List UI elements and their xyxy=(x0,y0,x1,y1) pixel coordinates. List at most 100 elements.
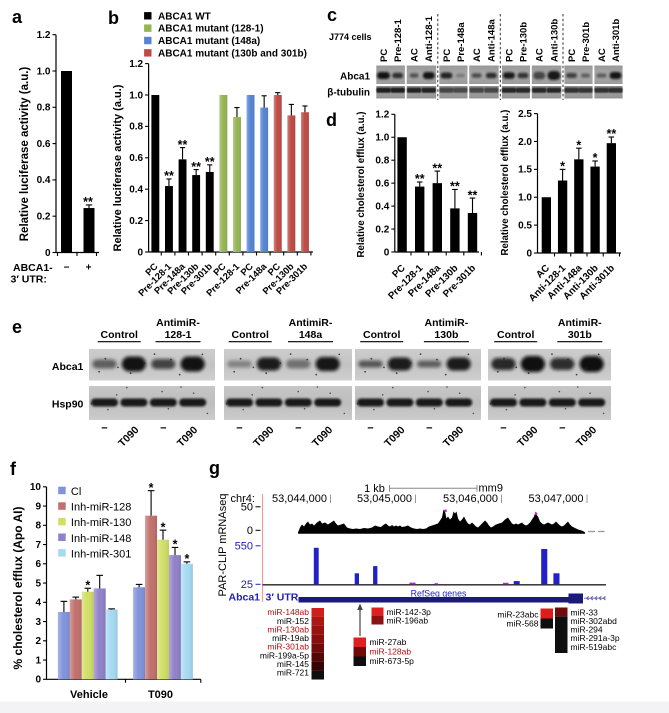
svg-text:PC: PC xyxy=(567,49,578,62)
svg-text:chr4:: chr4: xyxy=(231,493,255,505)
svg-text:0: 0 xyxy=(526,248,532,259)
svg-text:0.8: 0.8 xyxy=(37,103,51,114)
svg-text:1: 1 xyxy=(35,655,41,666)
svg-text:T090: T090 xyxy=(382,424,408,450)
svg-text:miR-152: miR-152 xyxy=(277,616,309,626)
svg-text:PC: PC xyxy=(504,49,515,62)
svg-text:3: 3 xyxy=(35,617,41,628)
svg-text:**: ** xyxy=(83,195,93,209)
svg-text:miR-291a-3p: miR-291a-3p xyxy=(571,633,620,643)
svg-text:T090: T090 xyxy=(148,689,173,701)
svg-text:*: * xyxy=(576,138,581,152)
svg-text:*: * xyxy=(173,538,178,552)
svg-text:T090: T090 xyxy=(175,424,201,450)
svg-text:β-tubulin: β-tubulin xyxy=(327,88,370,99)
svg-text:Pre-301b: Pre-301b xyxy=(581,22,592,62)
svg-text:−: − xyxy=(295,423,301,435)
svg-text:Relative luciferase activity (: Relative luciferase activity (a.u.) xyxy=(19,67,31,242)
svg-text:1.2: 1.2 xyxy=(375,110,389,121)
svg-text:2.5: 2.5 xyxy=(518,109,532,120)
svg-text:ABCA1 WT: ABCA1 WT xyxy=(158,11,211,22)
svg-text:−: − xyxy=(367,423,373,435)
svg-text:Hsp90: Hsp90 xyxy=(52,399,84,411)
svg-text:1.0: 1.0 xyxy=(37,66,51,77)
svg-text:1.0: 1.0 xyxy=(375,133,389,144)
svg-text:d: d xyxy=(326,110,337,130)
svg-text:Inh-miR-128: Inh-miR-128 xyxy=(71,502,132,514)
svg-text:**: ** xyxy=(606,127,616,141)
svg-text:AntimiR-: AntimiR- xyxy=(156,317,200,329)
svg-text:*: * xyxy=(149,481,154,495)
svg-text:miR-130ab: miR-130ab xyxy=(267,624,309,634)
svg-text:53,044,000: 53,044,000 xyxy=(272,493,327,505)
svg-text:Control: Control xyxy=(232,329,269,341)
svg-text:miR-148ab: miR-148ab xyxy=(267,607,309,617)
svg-text:0: 0 xyxy=(45,248,51,259)
svg-text:miR-27ab: miR-27ab xyxy=(370,637,407,647)
svg-text:**: ** xyxy=(450,180,460,194)
svg-text:5: 5 xyxy=(35,578,41,589)
svg-text:g: g xyxy=(209,458,220,478)
svg-text:miR-673-5p: miR-673-5p xyxy=(370,656,415,666)
svg-text:T090: T090 xyxy=(116,424,142,450)
svg-text:Anti-148a: Anti-148a xyxy=(487,19,498,62)
svg-text:0.8: 0.8 xyxy=(129,122,143,133)
svg-text:0.6: 0.6 xyxy=(37,139,51,150)
svg-text:T090: T090 xyxy=(441,424,467,450)
svg-text:**: ** xyxy=(205,155,215,169)
svg-text:**: ** xyxy=(164,169,174,183)
svg-text:50: 50 xyxy=(241,502,253,514)
svg-text:2.0: 2.0 xyxy=(518,137,532,148)
svg-text:0: 0 xyxy=(35,675,41,686)
svg-text:−: − xyxy=(236,423,242,435)
svg-text:301b: 301b xyxy=(568,329,592,341)
svg-text:AntimiR-: AntimiR- xyxy=(289,317,333,329)
svg-text:53,046,000: 53,046,000 xyxy=(443,493,498,505)
svg-text:ABCA1 mutant (130b and 301b): ABCA1 mutant (130b and 301b) xyxy=(158,48,307,59)
svg-text:**: ** xyxy=(468,188,478,202)
svg-text:0: 0 xyxy=(247,525,253,537)
svg-text:Inh-miR-301: Inh-miR-301 xyxy=(71,548,132,560)
svg-text:Relative cholesterol efflux (a: Relative cholesterol efflux (a.u.) xyxy=(500,110,511,256)
svg-text:Pre-130b: Pre-130b xyxy=(518,22,529,62)
svg-text:Anti-128-1: Anti-128-1 xyxy=(424,15,435,62)
svg-text:Inh-miR-130: Inh-miR-130 xyxy=(71,517,132,529)
svg-text:3′ UTR: 3′ UTR xyxy=(266,592,299,604)
svg-text:0.4: 0.4 xyxy=(129,185,143,196)
svg-text:10: 10 xyxy=(30,482,42,493)
svg-text:**: ** xyxy=(178,138,188,152)
svg-text:0.6: 0.6 xyxy=(375,178,389,189)
svg-text:miR-519abc: miR-519abc xyxy=(571,642,618,652)
svg-text:1 kb: 1 kb xyxy=(364,483,385,495)
svg-text:1.0: 1.0 xyxy=(129,90,143,101)
svg-text:−: − xyxy=(64,263,70,274)
svg-text:0.2: 0.2 xyxy=(129,216,143,227)
svg-text:0.4: 0.4 xyxy=(37,175,51,186)
svg-text:b: b xyxy=(108,8,119,28)
svg-text:ABCA1 mutant (148a): ABCA1 mutant (148a) xyxy=(158,36,260,47)
svg-text:Relative luciferase activity (: Relative luciferase activity (a.u.) xyxy=(112,84,124,251)
svg-text:4: 4 xyxy=(35,598,41,609)
svg-text:AC: AC xyxy=(409,48,420,62)
svg-text:7: 7 xyxy=(35,540,41,551)
svg-text:miR-19ab: miR-19ab xyxy=(272,633,309,643)
svg-text:mm9: mm9 xyxy=(479,483,503,495)
svg-text:25: 25 xyxy=(241,579,253,591)
svg-text:miR-294: miR-294 xyxy=(571,625,603,635)
svg-text:T090: T090 xyxy=(574,424,600,450)
svg-text:0.6: 0.6 xyxy=(129,153,143,164)
svg-text:1.5: 1.5 xyxy=(518,165,532,176)
svg-text:6: 6 xyxy=(35,559,41,570)
svg-text:Vehicle: Vehicle xyxy=(70,689,108,701)
svg-text:Control: Control xyxy=(497,329,534,341)
svg-text:1.0: 1.0 xyxy=(518,193,532,204)
svg-text:f: f xyxy=(10,459,17,479)
svg-text:9: 9 xyxy=(35,501,41,512)
svg-text:AC: AC xyxy=(597,48,608,62)
svg-text:−: − xyxy=(500,423,506,435)
svg-text:PC: PC xyxy=(442,49,453,62)
svg-text:miR-142-3p: miR-142-3p xyxy=(387,607,432,617)
svg-text:Abca1: Abca1 xyxy=(340,72,370,83)
svg-text:miR-301ab: miR-301ab xyxy=(267,642,309,652)
svg-text:1.2: 1.2 xyxy=(37,30,51,41)
